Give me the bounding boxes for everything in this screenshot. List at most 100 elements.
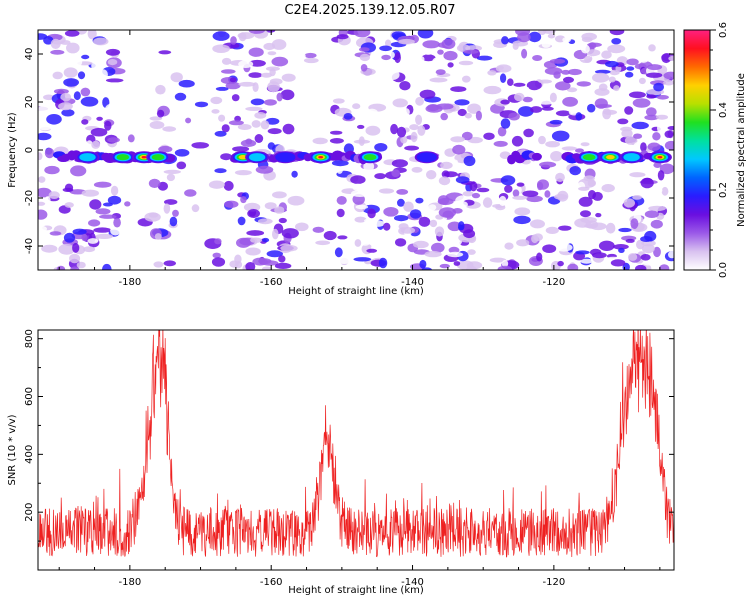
spectrogram-cell: [337, 235, 348, 240]
spectrogram-cell: [580, 210, 591, 218]
spectrogram-cell: [544, 67, 563, 75]
spectrogram-cell: [383, 222, 391, 231]
spectrogram-cell: [443, 50, 458, 61]
spectrogram-cell: [232, 146, 250, 152]
spectrogram-cell: [618, 227, 632, 233]
spectrogram-cell: [280, 89, 295, 101]
spectrogram-cell: [264, 107, 280, 116]
spectrogram-cell: [85, 140, 93, 151]
spectrogram-cell: [447, 251, 464, 258]
spectrogram-cell: [194, 101, 209, 108]
spectrogram-cell: [497, 265, 513, 270]
spectrogram-cell: [644, 168, 658, 175]
spectrogram-cell: [303, 57, 319, 64]
spectrogram-cell: [353, 257, 372, 262]
spectrogram-cell: [391, 159, 408, 168]
spectrogram-cell: [150, 80, 157, 90]
spectrogram-cell: [646, 94, 657, 99]
x-tick-label: -120: [543, 277, 566, 288]
spectrogram-cell: [107, 137, 120, 143]
spectrogram-cell: [265, 213, 276, 219]
spectrogram-cell: [467, 249, 476, 255]
spectrogram-cell: [162, 126, 177, 132]
spectrogram-cell: [110, 185, 119, 196]
spectrogram-cell: [250, 237, 263, 243]
spectrogram-cell: [149, 116, 163, 121]
spectrogram-cell: [545, 226, 559, 234]
spectrogram-cell: [518, 86, 530, 92]
spectrogram-cell: [373, 237, 385, 244]
y-tick-label: 200: [24, 503, 35, 522]
spectrogram-cell: [441, 170, 450, 179]
spectrogram-cell: [76, 35, 85, 45]
spectrogram-cell: [158, 50, 172, 55]
spectrogram-cell: [508, 112, 520, 121]
spectrogram-cell: [438, 207, 457, 218]
spectrogram-cell: [569, 166, 581, 176]
spectrogram-cell: [500, 73, 507, 83]
spectrogram-cell: [364, 218, 373, 223]
spectrogram-cell: [417, 125, 426, 136]
spectrogram-cell: [278, 255, 286, 263]
spectrogram-cell: [545, 141, 560, 148]
spectrogram-cell: [99, 214, 117, 219]
colorbar-tick-label: 0.6: [718, 22, 729, 38]
spectrogram-cell: [178, 79, 195, 88]
figure-title: C2E4.2025.139.12.05.R07: [284, 3, 455, 18]
spectrogram-cell: [208, 180, 225, 189]
spectrogram-cell: [417, 30, 434, 39]
spectrogram-cell: [653, 246, 661, 258]
spectrogram-cell: [567, 263, 579, 270]
spectrogram-cell: [354, 239, 362, 247]
spectrogram-hotspot: [116, 154, 129, 161]
spectrogram-cell: [275, 184, 283, 193]
spectrogram-cell: [617, 118, 629, 125]
spectrogram-cell: [562, 96, 578, 107]
spectrogram-cell: [385, 69, 400, 80]
spectrogram-cell: [608, 76, 616, 83]
spectrogram-cell: [537, 99, 555, 105]
spectrogram-cell: [381, 54, 391, 61]
spectrogram-cell: [530, 106, 543, 113]
x-tick-label: -120: [543, 577, 566, 588]
spectrogram-cell: [157, 165, 165, 173]
spectrogram-cell: [462, 75, 471, 83]
spectrogram-cell: [163, 260, 176, 267]
spectrogram-hotspot: [623, 153, 640, 162]
spectrogram-cell: [223, 180, 234, 191]
spectrogram-cell: [536, 252, 543, 262]
spectrogram-cell: [170, 72, 183, 83]
spectrogram-cell: [424, 250, 442, 258]
spectrogram-cell: [287, 195, 305, 206]
spectrogram-cell: [73, 91, 81, 101]
spectrogram-cell: [220, 153, 233, 161]
spectrogram-cell: [386, 135, 396, 141]
spectrogram-cell: [248, 59, 266, 67]
spectrogram-cell: [158, 203, 165, 209]
spectrogram-cell: [500, 118, 511, 129]
spectrogram-cell: [351, 189, 369, 197]
spectrogram-cell: [607, 44, 626, 54]
spectrogram-cell: [517, 32, 531, 43]
colorbar-scale: [683, 29, 711, 271]
spectrogram-hotspot: [606, 155, 615, 160]
spectrogram-cell: [537, 181, 544, 191]
spectrogram-cell: [213, 136, 227, 146]
spectrogram-cell: [391, 169, 401, 178]
spectrogram-cell: [450, 136, 465, 143]
spectrogram-cell: [221, 57, 232, 65]
spectrogram-cell: [624, 106, 634, 115]
spectrogram-cell: [455, 201, 468, 208]
spectrogram-cell: [280, 244, 298, 252]
spectrogram-cell: [267, 128, 282, 135]
spectrogram-cell: [247, 209, 260, 218]
spectrogram-cell: [410, 131, 418, 143]
spectrogram-cell: [618, 247, 625, 253]
spectrogram-cell: [453, 261, 461, 266]
spectrogram-cell: [272, 191, 287, 199]
spectrogram-cell: [530, 167, 543, 178]
spectrogram-cell: [81, 119, 89, 125]
spectrogram-cell: [648, 205, 666, 211]
spectrogram-cell: [276, 92, 283, 102]
snr-x-label: Height of straight line (km): [288, 585, 424, 596]
